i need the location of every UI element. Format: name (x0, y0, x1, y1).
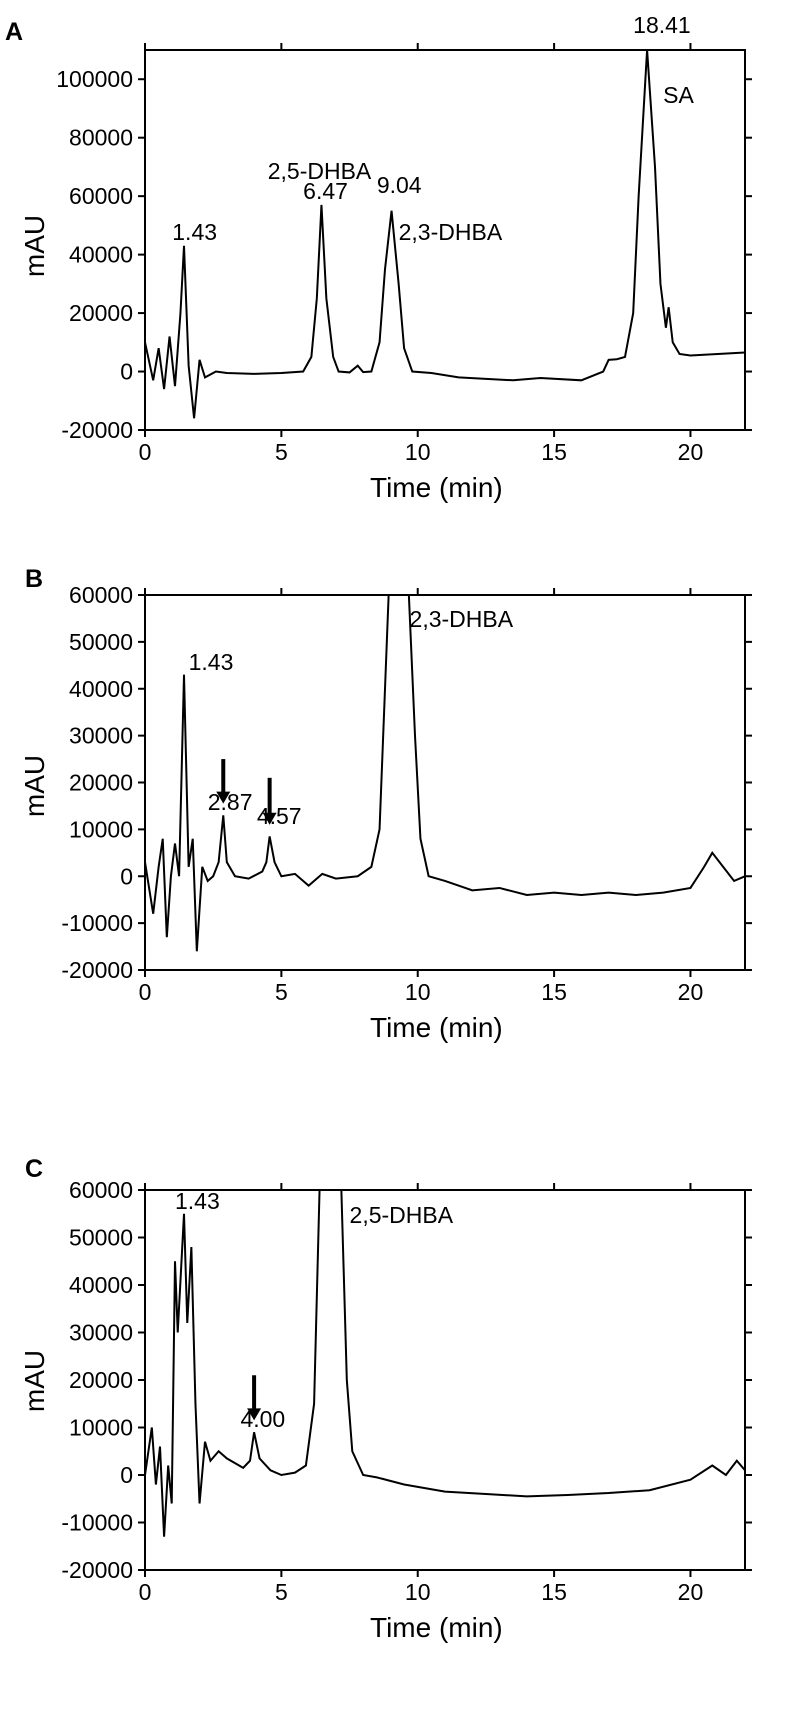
panel-c-xlabel: Time (min) (370, 1612, 503, 1644)
peak-compound-label: 2,3-DHBA (410, 606, 514, 633)
peak-rt-label: 4.57 (257, 803, 302, 830)
peak-compound-label: SA (663, 82, 694, 109)
svg-text:10000: 10000 (69, 1415, 133, 1441)
peak-rt-label: 9.04 (377, 172, 422, 199)
peak-compound-label: 2,3-DHBA (399, 219, 503, 246)
peak-rt-label: 4.00 (240, 1406, 285, 1433)
peak-rt-label: 2.87 (208, 789, 253, 816)
svg-text:-20000: -20000 (61, 1557, 133, 1583)
svg-text:40000: 40000 (69, 1272, 133, 1298)
svg-text:20: 20 (678, 1579, 704, 1605)
svg-text:30000: 30000 (69, 1320, 133, 1346)
peak-compound-label: 2,5-DHBA (268, 158, 372, 185)
svg-text:0: 0 (139, 1579, 152, 1605)
peak-rt-label: 1.43 (175, 1188, 220, 1215)
peak-rt-label: 18.41 (633, 12, 691, 39)
svg-text:0: 0 (120, 1462, 133, 1488)
peak-rt-label: 1.43 (172, 219, 217, 246)
panel-c-ylabel: mAU (19, 1341, 51, 1421)
panel-c-chart: 0 5 10 15 20 -20000 -10000 0 10000 20000 30000 4000… (0, 0, 795, 1719)
svg-text:60000: 60000 (69, 1177, 133, 1203)
svg-text:50000: 50000 (69, 1225, 133, 1251)
peak-rt-label: 1.43 (189, 649, 234, 676)
chromatogram-figure: A 05101520-20000020000400006000080000100… (0, 0, 795, 1719)
svg-text:-10000: -10000 (61, 1510, 133, 1536)
svg-text:10: 10 (405, 1579, 431, 1605)
svg-text:20000: 20000 (69, 1367, 133, 1393)
peak-compound-label: 2,5-DHBA (350, 1202, 454, 1229)
svg-text:15: 15 (541, 1579, 567, 1605)
svg-text:5: 5 (275, 1579, 288, 1605)
